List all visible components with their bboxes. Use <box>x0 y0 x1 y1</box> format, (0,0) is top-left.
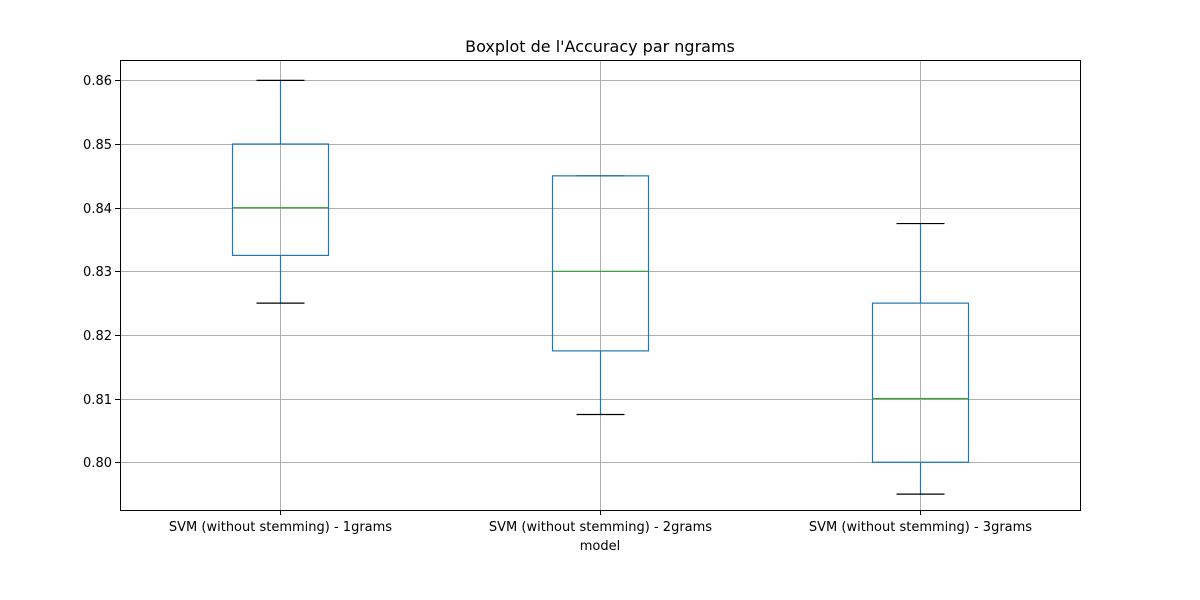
x-tick-label: SVM (without stemming) - 3grams <box>809 520 1032 535</box>
y-tick-label: 0.82 <box>83 329 112 344</box>
box-2 <box>551 175 650 416</box>
y-tick-label: 0.80 <box>83 456 112 471</box>
iqr-box <box>871 302 970 463</box>
box-1 <box>231 79 330 304</box>
y-tick-label: 0.86 <box>83 74 112 89</box>
y-tick-label: 0.81 <box>83 393 112 408</box>
y-tick-label: 0.85 <box>83 138 112 153</box>
x-tick-label: SVM (without stemming) - 1grams <box>169 520 392 535</box>
x-tick-label: SVM (without stemming) - 2grams <box>489 520 712 535</box>
chart-title: Boxplot de l'Accuracy par ngrams <box>465 37 735 56</box>
axis-ticks: 0.80 0.81 0.82 0.83 0.84 0.85 0.86 SVM (without… <box>83 74 1032 535</box>
y-tick-label: 0.83 <box>83 265 112 280</box>
iqr-box <box>231 143 330 257</box>
box-3 <box>871 222 970 495</box>
grid-lines <box>120 60 1080 510</box>
boxes-layer <box>231 79 970 495</box>
iqr-box <box>551 175 650 352</box>
y-tick-label: 0.84 <box>83 202 112 217</box>
x-axis-label: model <box>580 539 620 554</box>
